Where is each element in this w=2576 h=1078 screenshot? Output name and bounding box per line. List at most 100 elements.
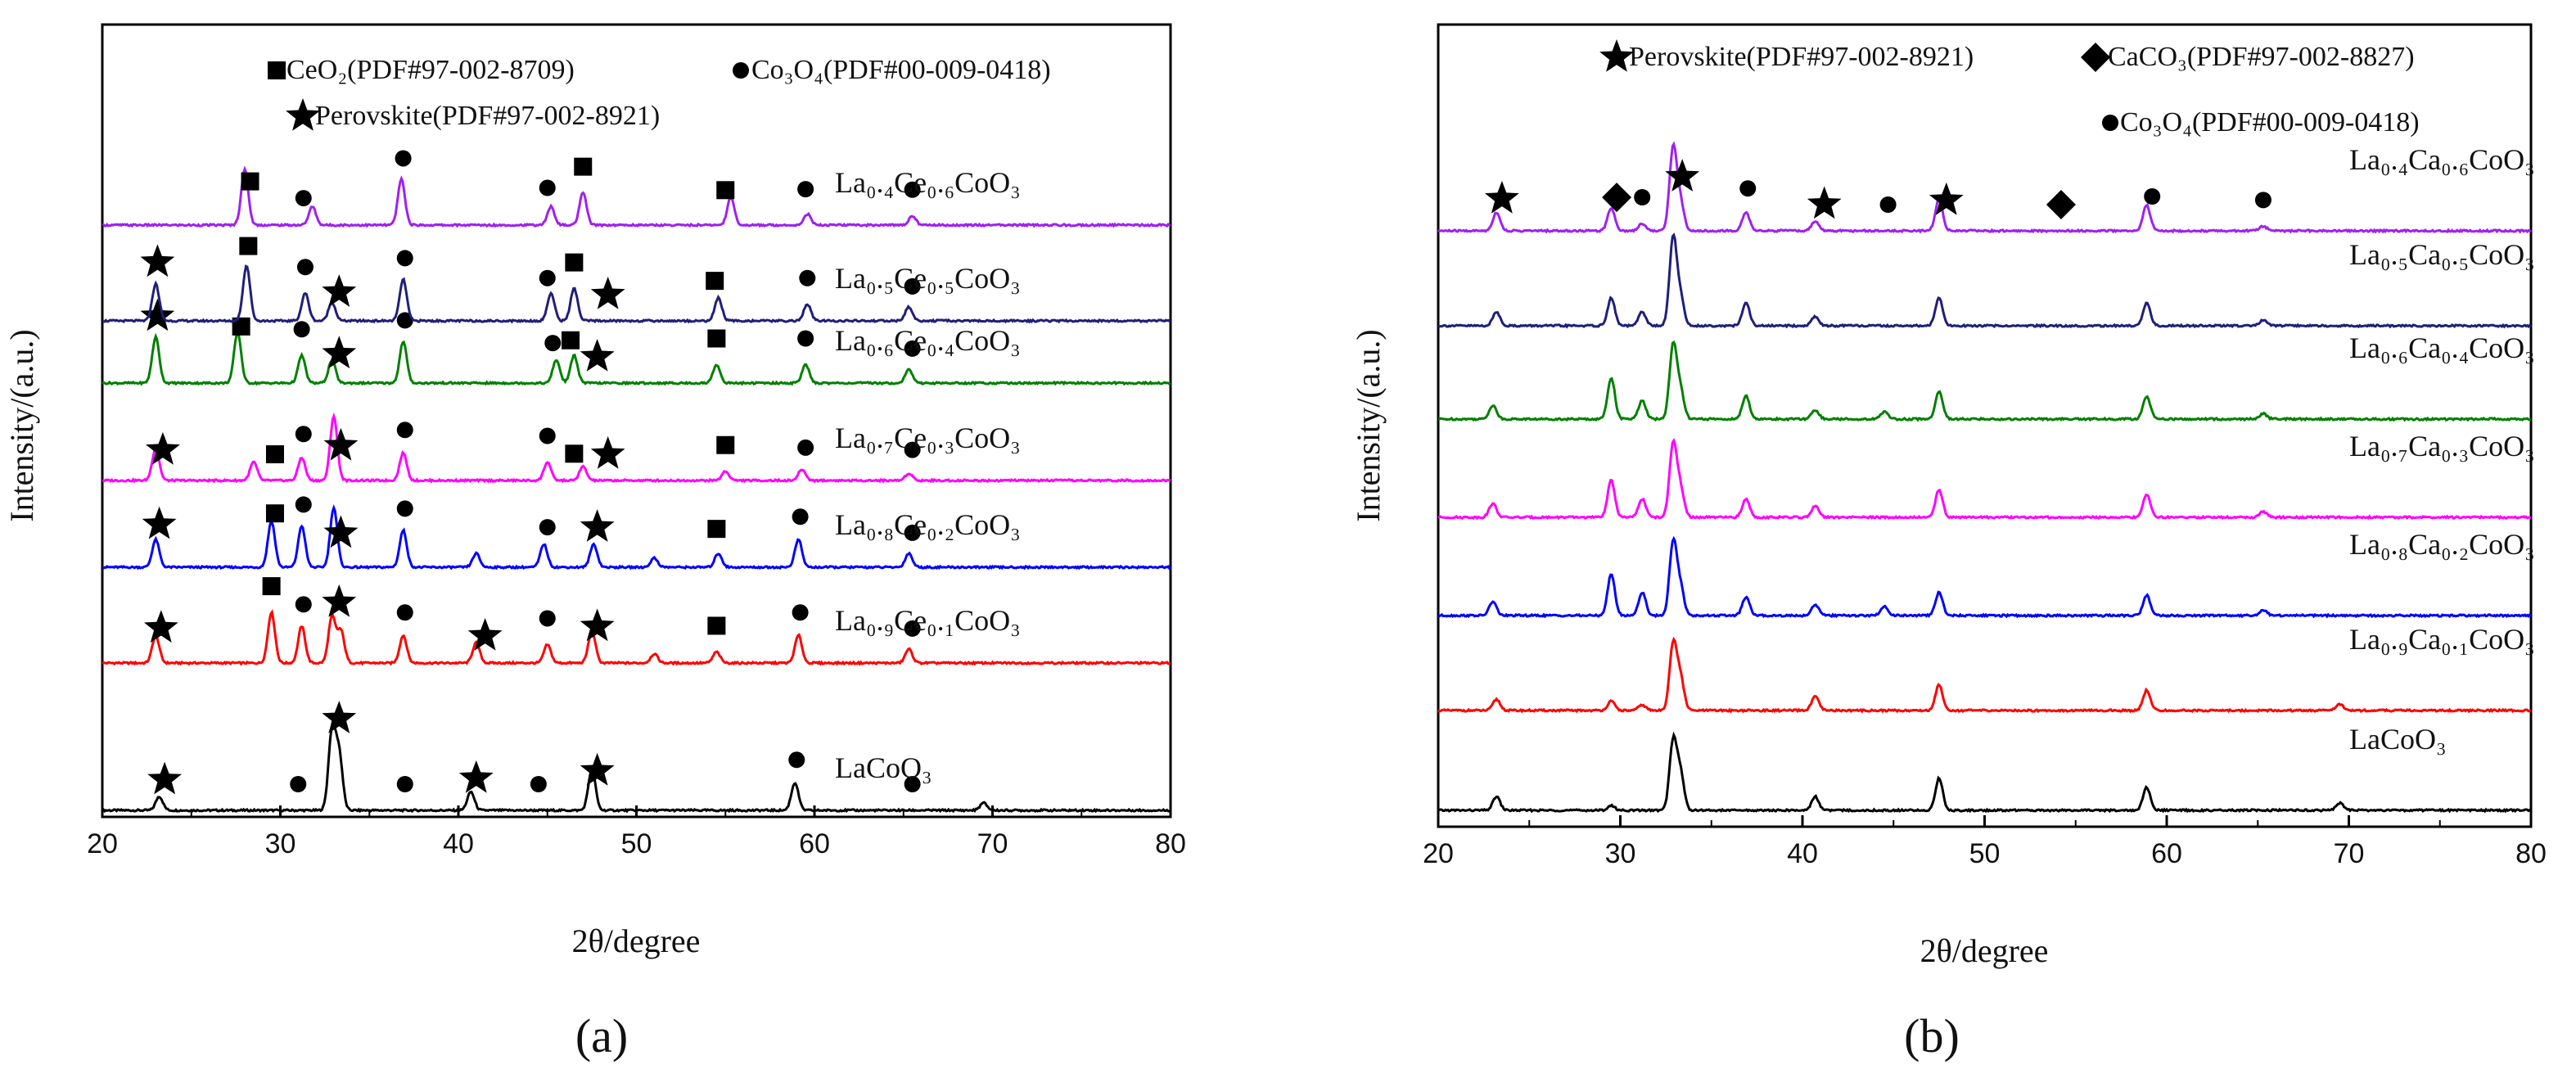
phase-marker-star	[140, 244, 175, 277]
phase-marker-square	[232, 317, 250, 336]
xrd-series: LaCoO₃	[1437, 723, 2532, 814]
phase-marker-circle	[904, 441, 921, 458]
phase-marker-star	[580, 509, 615, 542]
xrd-series: LaCoO₃	[101, 701, 1171, 814]
phase-marker-star	[1807, 186, 1842, 219]
panel-a-xlabel: 2θ/degree	[572, 922, 701, 959]
phase-marker-star	[1929, 182, 1964, 215]
phase-marker-circle	[799, 269, 816, 286]
phase-marker-star	[322, 274, 357, 307]
legend-marker-star	[286, 98, 320, 131]
xrd-series-line	[102, 503, 1172, 571]
panel-b-legend-perovskite: Perovskite(PDF#97-002-8921)	[1629, 42, 1974, 72]
xrd-series-line	[101, 719, 1171, 814]
panel-b-legend-co3o4: Co₃O₄(PDF#00-009-0418)	[2120, 107, 2420, 138]
phase-marker-square	[716, 181, 735, 200]
phase-marker-circle	[2254, 192, 2271, 209]
panel-a-chart: Intensity/(a.u.) 2θ/degree (a) CeO₂(PDF#…	[3, 23, 1186, 1062]
xrd-series-line	[102, 412, 1171, 484]
xrd-series: La₀.₇Ca₀.₃CoO₃	[1437, 430, 2535, 521]
phase-marker-circle	[792, 604, 809, 621]
xrd-series: La₀.₅Ca₀.₅CoO₃	[1437, 232, 2535, 329]
xrd-series: La₀.₆Ca₀.₄CoO₃	[1438, 332, 2535, 422]
xrd-series-line	[102, 165, 1171, 228]
phase-marker-star	[580, 339, 615, 372]
phase-marker-square	[574, 157, 593, 176]
phase-marker-circle	[396, 422, 413, 439]
phase-marker-circle	[1739, 180, 1757, 197]
phase-marker-square	[707, 329, 726, 348]
phase-marker-square	[706, 272, 724, 291]
xrd-series: La₀.₇Ce₀.₃CoO₃	[102, 412, 1171, 484]
x-tick-label: 50	[1969, 838, 2001, 869]
x-tick-label: 20	[1423, 838, 1454, 869]
phase-marker-star	[140, 298, 175, 332]
phase-marker-circle	[296, 259, 314, 276]
xrd-series: La₀.₈Ca₀.₂CoO₃	[1437, 528, 2535, 619]
xrd-series: La₀.₆Ce₀.₄CoO₃	[101, 298, 1171, 386]
phase-marker-star	[147, 761, 182, 795]
series-label: La₀.₈Ca₀.₂CoO₃	[2349, 528, 2535, 561]
series-label: LaCoO₃	[2349, 723, 2447, 756]
panel-a-legend: CeO₂(PDF#97-002-8709) Co₃O₄(PDF#00-009-0…	[286, 55, 1051, 131]
panel-b-legend-caco3: CaCO₃(PDF#97-002-8827)	[2108, 42, 2415, 72]
series-label: La₀.₆Ca₀.₄CoO₃	[2349, 332, 2535, 364]
phase-marker-circle	[904, 524, 921, 541]
phase-marker-circle	[797, 439, 814, 456]
phase-marker-diamond	[1602, 183, 1632, 213]
xrd-series-line	[1437, 232, 2533, 329]
phase-marker-circle	[295, 426, 312, 443]
xrd-series-line	[102, 264, 1171, 324]
phase-marker-circle	[904, 620, 921, 637]
phase-marker-star	[322, 701, 357, 733]
phase-marker-circle	[539, 610, 556, 627]
panel-a-label: (a)	[575, 1009, 628, 1062]
xrd-series-line	[1437, 636, 2532, 714]
phase-marker-circle	[904, 277, 921, 295]
phase-marker-circle	[293, 321, 310, 338]
phase-marker-square	[565, 444, 584, 463]
series-label: La₀.₄Ce₀.₆CoO₃	[835, 166, 1021, 199]
xrd-series-line	[1437, 731, 2532, 814]
phase-marker-star	[323, 427, 359, 461]
panel-b-label: (b)	[1904, 1009, 1960, 1062]
x-tick-label: 50	[621, 828, 652, 859]
panel-a-legend-ceo2: CeO₂(PDF#97-002-8709)	[286, 55, 575, 85]
x-tick-label: 30	[1605, 838, 1636, 869]
series-label: La₀.₅Ca₀.₅CoO₃	[2349, 238, 2535, 271]
panel-a-legend-co3o4: Co₃O₄(PDF#00-009-0418)	[751, 55, 1051, 85]
phase-marker-circle	[2144, 188, 2161, 205]
phase-marker-circle	[797, 181, 814, 198]
phase-marker-square	[262, 577, 281, 596]
phase-marker-circle	[904, 181, 921, 198]
panel-a-plot-frame	[101, 23, 1172, 819]
x-tick-label: 40	[1787, 838, 1818, 869]
xrd-series: La₀.₉Ce₀.₁CoO₃	[102, 577, 1171, 666]
phase-marker-star	[142, 506, 177, 539]
phase-marker-circle	[792, 508, 809, 525]
legend-marker-circle	[733, 62, 749, 79]
phase-marker-circle	[396, 776, 413, 792]
phase-marker-circle	[295, 190, 312, 207]
phase-marker-star	[323, 515, 359, 548]
xrd-series: La₀.₈Ce₀.₂CoO₃	[102, 496, 1172, 571]
legend-marker-square	[268, 61, 286, 79]
phase-marker-circle	[539, 179, 556, 196]
phase-marker-circle	[295, 496, 312, 513]
phase-marker-square	[565, 253, 584, 272]
panel-b-ylabel: Intensity/(a.u.)	[1350, 329, 1387, 522]
phase-marker-star	[580, 752, 615, 786]
xrd-series: La₀.₄Ce₀.₆CoO₃	[102, 150, 1171, 228]
phase-marker-square	[265, 445, 284, 463]
series-label: La₀.₇Ce₀.₃CoO₃	[835, 422, 1021, 454]
xrd-series: La₀.₅Ce₀.₅CoO₃	[102, 237, 1171, 324]
phase-marker-diamond	[2046, 190, 2076, 219]
phase-marker-star	[590, 277, 625, 309]
xrd-series-line	[1437, 141, 2532, 234]
x-tick-label: 70	[2334, 838, 2365, 869]
xrd-series: La₀.₉Ca₀.₁CoO₃	[1437, 623, 2535, 714]
xrd-series-line	[101, 327, 1171, 386]
phase-marker-circle	[290, 776, 307, 792]
phase-marker-square	[241, 172, 259, 191]
